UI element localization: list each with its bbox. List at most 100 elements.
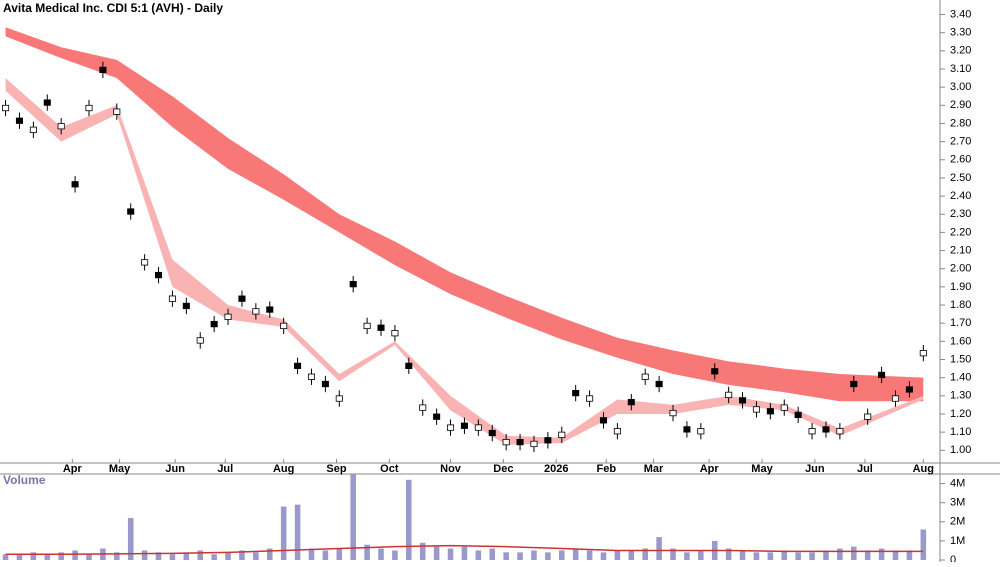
volume-bar (322, 550, 329, 560)
volume-bar (545, 552, 551, 560)
x-tick-label: Feb (596, 463, 616, 475)
y-tick-label: 1.10 (950, 426, 971, 438)
candle-body (836, 428, 844, 435)
volume-bar (127, 518, 134, 560)
candle-body (711, 368, 719, 375)
candle-body (43, 99, 51, 106)
x-tick-label: Mar (644, 463, 664, 475)
y-tick-label: 2.40 (950, 190, 971, 202)
volume-bar (266, 548, 273, 560)
volume-bar (225, 552, 231, 560)
volume-bar (809, 552, 815, 560)
volume-bar (280, 506, 287, 560)
y-tick-label: 1.90 (950, 281, 971, 293)
volume-bar (670, 548, 676, 560)
candle-body (307, 373, 316, 380)
candle-body (780, 404, 788, 411)
candle-body (433, 413, 441, 420)
y-tick-label: 4M (950, 478, 965, 490)
ma-band (5, 27, 924, 402)
candle-body (808, 428, 816, 435)
candle-body (864, 413, 872, 420)
candle-body (558, 431, 566, 438)
candle-body (335, 395, 343, 402)
y-tick-label: 2.10 (950, 244, 971, 256)
candle-body (99, 66, 107, 74)
volume-bar (572, 548, 579, 560)
candle-body (391, 330, 399, 337)
y-tick-label: 2.90 (950, 99, 971, 111)
candle-body (280, 322, 288, 330)
x-tick-label: Aug (273, 463, 294, 475)
candle-body (2, 104, 10, 112)
candle-body (850, 380, 858, 388)
volume-bar (197, 550, 204, 560)
candle-body (766, 408, 774, 415)
volume-bar (851, 546, 857, 560)
volume-bar (58, 552, 64, 560)
volume-bar (878, 548, 885, 560)
volume-bar (739, 550, 746, 560)
y-tick-label: 1.70 (950, 317, 971, 329)
x-tick-label: Jun (165, 463, 185, 475)
candle-body (419, 404, 427, 411)
volume-bar (656, 537, 662, 560)
candle-body (182, 302, 190, 310)
candle-body (29, 126, 37, 133)
y-tick-label: 3.40 (950, 8, 971, 20)
candle-body (530, 440, 538, 448)
volume-bar (392, 550, 398, 560)
x-tick-label: May (109, 463, 131, 475)
volume-bar (211, 554, 217, 560)
candle-body (196, 337, 204, 344)
candle-body (252, 308, 260, 315)
y-tick-label: 2.50 (950, 172, 971, 184)
volume-bar (44, 554, 51, 560)
candle-body (794, 411, 802, 419)
volume-bar (239, 550, 245, 560)
y-tick-label: 1.30 (950, 390, 971, 402)
y-tick-label: 2.70 (950, 136, 971, 148)
candle-body (599, 417, 608, 424)
volume-bar (364, 544, 370, 560)
candle-body (57, 123, 65, 130)
y-tick-label: 1M (950, 535, 965, 547)
volume-bar (419, 542, 426, 560)
candle-body (739, 397, 747, 404)
panel-title: Volume (3, 473, 46, 487)
volume-bar (586, 550, 593, 560)
volume-bar (308, 548, 315, 560)
y-tick-label: 2.80 (950, 117, 971, 129)
volume-average (5, 544, 924, 556)
candle-body (655, 380, 663, 388)
volume-bar (16, 554, 23, 560)
candle-body (502, 438, 510, 446)
candle-body (544, 437, 552, 444)
volume-bar (864, 550, 871, 560)
volume-bar (767, 552, 774, 560)
y-tick-label: 1.80 (950, 299, 971, 311)
candle-body (683, 426, 691, 433)
volume-bar (447, 548, 454, 560)
volume-bar (725, 548, 732, 560)
y-tick-label: 3.30 (950, 27, 971, 39)
candle-body (891, 395, 900, 402)
y-tick-label: 1.00 (950, 444, 971, 456)
candle-body (321, 380, 329, 388)
y-tick-label: 2.60 (950, 154, 971, 166)
x-tick-label: Sep (326, 463, 346, 475)
volume-bar (141, 550, 148, 560)
candle-body (238, 295, 246, 302)
y-tick-label: 1.60 (950, 335, 971, 347)
candle-body (460, 422, 468, 429)
volume-bar (558, 550, 565, 560)
volume-bar (781, 550, 788, 560)
volume-bar (503, 552, 509, 560)
x-tick-label: Jun (805, 463, 825, 475)
candle-body (127, 208, 135, 215)
y-tick-label: 2.20 (950, 226, 971, 238)
x-tick-label: Oct (380, 463, 399, 475)
volume-bar (2, 554, 9, 560)
x-tick-label: Apr (700, 463, 720, 475)
